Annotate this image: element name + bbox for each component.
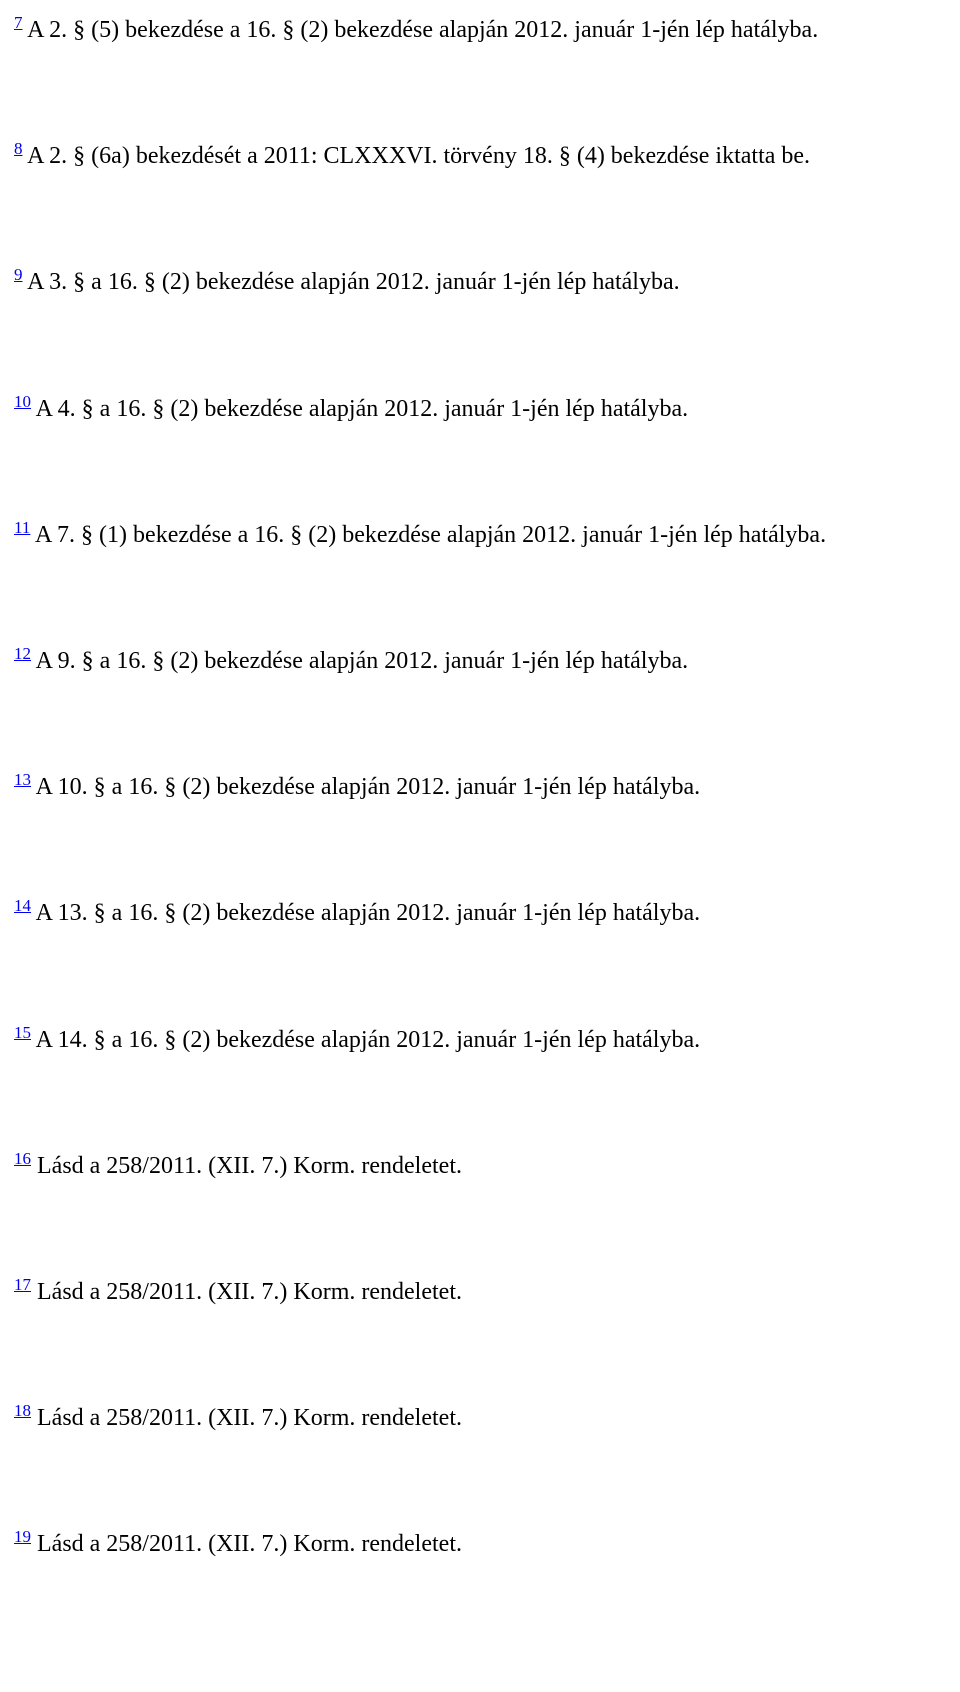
footnote-ref-link[interactable]: 11 (14, 518, 30, 537)
footnote-text: A 3. § a 16. § (2) bekezdése alapján 201… (23, 269, 680, 295)
footnote-ref-link[interactable]: 19 (14, 1527, 31, 1546)
footnote-ref-link[interactable]: 18 (14, 1401, 31, 1420)
footnote-ref-link[interactable]: 12 (14, 644, 31, 663)
footnote-18: 18 Lásd a 258/2011. (XII. 7.) Korm. rend… (14, 1400, 946, 1434)
footnote-text: A 4. § a 16. § (2) bekezdése alapján 201… (31, 396, 688, 422)
footnote-ref-link[interactable]: 15 (14, 1023, 31, 1042)
footnote-16: 16 Lásd a 258/2011. (XII. 7.) Korm. rend… (14, 1148, 946, 1182)
footnote-ref-link[interactable]: 14 (14, 896, 31, 915)
footnote-ref-link[interactable]: 8 (14, 139, 23, 158)
footnote-ref-link[interactable]: 9 (14, 265, 23, 284)
footnote-ref-link[interactable]: 16 (14, 1149, 31, 1168)
footnote-13: 13 A 10. § a 16. § (2) bekezdése alapján… (14, 769, 946, 803)
footnote-15: 15 A 14. § a 16. § (2) bekezdése alapján… (14, 1022, 946, 1056)
footnote-text: A 14. § a 16. § (2) bekezdése alapján 20… (31, 1027, 700, 1053)
footnote-12: 12 A 9. § a 16. § (2) bekezdése alapján … (14, 643, 946, 677)
footnote-ref-link[interactable]: 7 (14, 13, 23, 32)
footnote-10: 10 A 4. § a 16. § (2) bekezdése alapján … (14, 391, 946, 425)
footnote-text: A 2. § (5) bekezdése a 16. § (2) bekezdé… (23, 17, 819, 43)
footnote-ref-link[interactable]: 17 (14, 1275, 31, 1294)
footnote-text: Lásd a 258/2011. (XII. 7.) Korm. rendele… (31, 1405, 462, 1431)
footnote-text: Lásd a 258/2011. (XII. 7.) Korm. rendele… (31, 1153, 462, 1179)
footnote-text: A 7. § (1) bekezdése a 16. § (2) bekezdé… (30, 522, 826, 548)
footnote-11: 11 A 7. § (1) bekezdése a 16. § (2) beke… (14, 517, 946, 551)
footnote-ref-link[interactable]: 13 (14, 770, 31, 789)
footnote-9: 9 A 3. § a 16. § (2) bekezdése alapján 2… (14, 264, 946, 298)
footnote-text: Lásd a 258/2011. (XII. 7.) Korm. rendele… (31, 1531, 462, 1557)
footnote-text: A 13. § a 16. § (2) bekezdése alapján 20… (31, 900, 700, 926)
footnote-text: Lásd a 258/2011. (XII. 7.) Korm. rendele… (31, 1279, 462, 1305)
footnote-7: 7 A 2. § (5) bekezdése a 16. § (2) bekez… (14, 12, 946, 46)
footnote-text: A 10. § a 16. § (2) bekezdése alapján 20… (31, 774, 700, 800)
footnote-8: 8 A 2. § (6a) bekezdését a 2011: CLXXXVI… (14, 138, 946, 172)
footnote-text: A 9. § a 16. § (2) bekezdése alapján 201… (31, 648, 688, 674)
footnote-17: 17 Lásd a 258/2011. (XII. 7.) Korm. rend… (14, 1274, 946, 1308)
footnote-19: 19 Lásd a 258/2011. (XII. 7.) Korm. rend… (14, 1526, 946, 1560)
footnote-ref-link[interactable]: 10 (14, 392, 31, 411)
footnote-text: A 2. § (6a) bekezdését a 2011: CLXXXVI. … (23, 143, 811, 169)
footnote-14: 14 A 13. § a 16. § (2) bekezdése alapján… (14, 895, 946, 929)
